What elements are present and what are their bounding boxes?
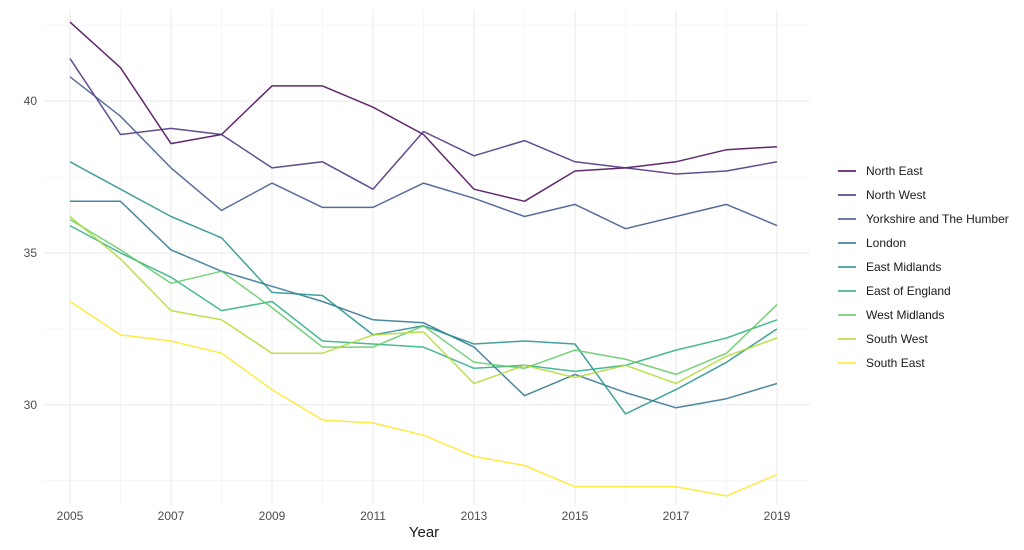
legend-label: Yorkshire and The Humber	[866, 212, 1009, 226]
series-line	[69, 58, 778, 190]
x-tick-label: 2009	[259, 509, 286, 523]
x-tick-label: 2007	[158, 509, 185, 523]
x-tick-label: 2011	[360, 509, 386, 523]
x-axis-title: Year	[409, 524, 439, 541]
x-axis-tick-labels: 2005 2007 2009 2011 2013 2015 2017 2019	[57, 509, 791, 523]
legend-label: London	[866, 236, 906, 250]
series-line	[69, 215, 778, 385]
y-axis-tick-labels: 30 35 40	[24, 94, 38, 412]
x-tick-label: 2017	[663, 509, 690, 523]
series-line	[69, 224, 778, 373]
x-tick-label: 2019	[764, 509, 791, 523]
legend-label: West Midlands	[866, 308, 944, 322]
legend-label: North West	[866, 188, 926, 202]
series-line	[69, 76, 778, 230]
legend-label: East Midlands	[866, 260, 941, 274]
legend-label: South West	[866, 332, 928, 346]
x-tick-label: 2013	[461, 509, 488, 523]
x-tick-label: 2005	[57, 509, 84, 523]
series-lines	[69, 21, 778, 497]
legend-label: North East	[866, 164, 923, 178]
series-line	[69, 300, 778, 497]
y-tick-label: 40	[24, 94, 38, 108]
series-line	[69, 218, 778, 376]
legend-label: East of England	[866, 284, 951, 298]
series-line	[69, 21, 778, 203]
x-tick-label: 2015	[562, 509, 589, 523]
y-tick-label: 30	[24, 398, 38, 412]
legend-label: South East	[866, 356, 925, 370]
y-tick-label: 35	[24, 246, 38, 260]
series-line	[70, 200, 778, 409]
legend: North East North West Yorkshire and The Hu…	[838, 164, 1009, 370]
